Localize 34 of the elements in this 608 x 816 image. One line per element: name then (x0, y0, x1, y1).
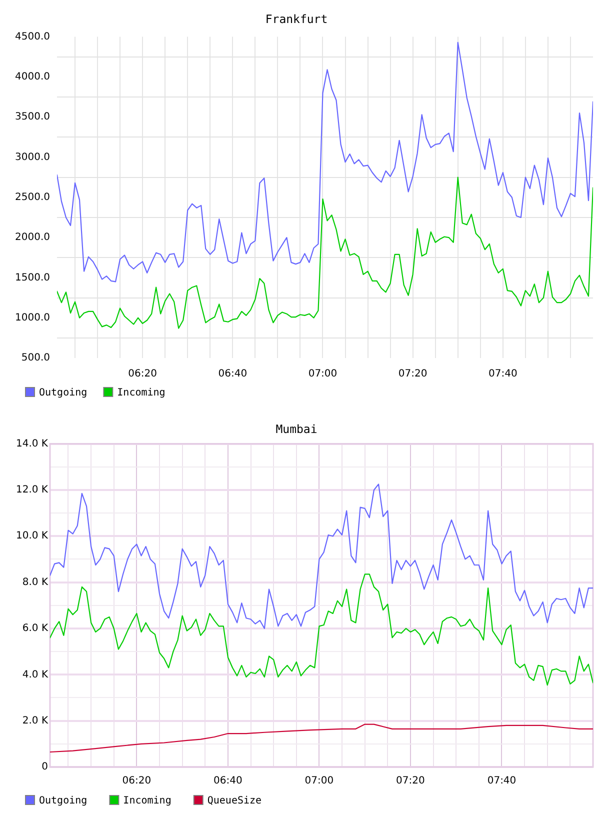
chart-title: Mumbai (276, 422, 318, 436)
x-tick-label: 07:00 (308, 368, 338, 380)
x-tick-label: 07:20 (398, 368, 428, 380)
y-tick-label: 3000.0 (15, 152, 50, 163)
y-tick-label: 4500.0 (15, 31, 50, 42)
y-tick-label: 3500.0 (15, 112, 50, 123)
y-tick-label: 14.0 K (16, 438, 48, 450)
y-tick-label: 12.0 K (16, 484, 48, 496)
x-tick-label: 07:20 (396, 776, 425, 787)
y-tick-label: 10.0 K (16, 530, 48, 542)
y-tick-label: 2000.0 (15, 232, 50, 244)
x-tick-label: 07:40 (488, 368, 518, 380)
y-tick-label: 1500.0 (15, 272, 50, 284)
legend-label: Outgoing (39, 796, 88, 807)
y-tick-label: 6.0 K (22, 623, 48, 634)
y-tick-label: 1000.0 (15, 312, 50, 324)
y-tick-label: 4.0 K (22, 669, 48, 680)
x-tick-label: 06:40 (214, 776, 242, 787)
y-tick-label: 0 (42, 762, 48, 773)
chart-title: Frankfurt (265, 12, 328, 26)
x-tick-label: 06:40 (218, 368, 248, 380)
y-tick-label: 2.0 K (22, 715, 48, 726)
y-tick-label: 4000.0 (15, 72, 50, 83)
x-tick-label: 07:00 (304, 776, 334, 787)
x-tick-label: 07:40 (487, 776, 516, 787)
y-tick-label: 500.0 (21, 352, 50, 364)
legend-label: Outgoing (39, 388, 88, 399)
legend-label: QueueSize (207, 796, 262, 807)
y-tick-label: 2500.0 (15, 192, 50, 203)
y-tick-label: 8.0 K (22, 576, 48, 588)
x-tick-label: 06:20 (128, 368, 157, 380)
legend-label: Incoming (117, 388, 166, 399)
x-tick-label: 06:20 (122, 776, 152, 787)
legend-label: Incoming (123, 796, 172, 807)
